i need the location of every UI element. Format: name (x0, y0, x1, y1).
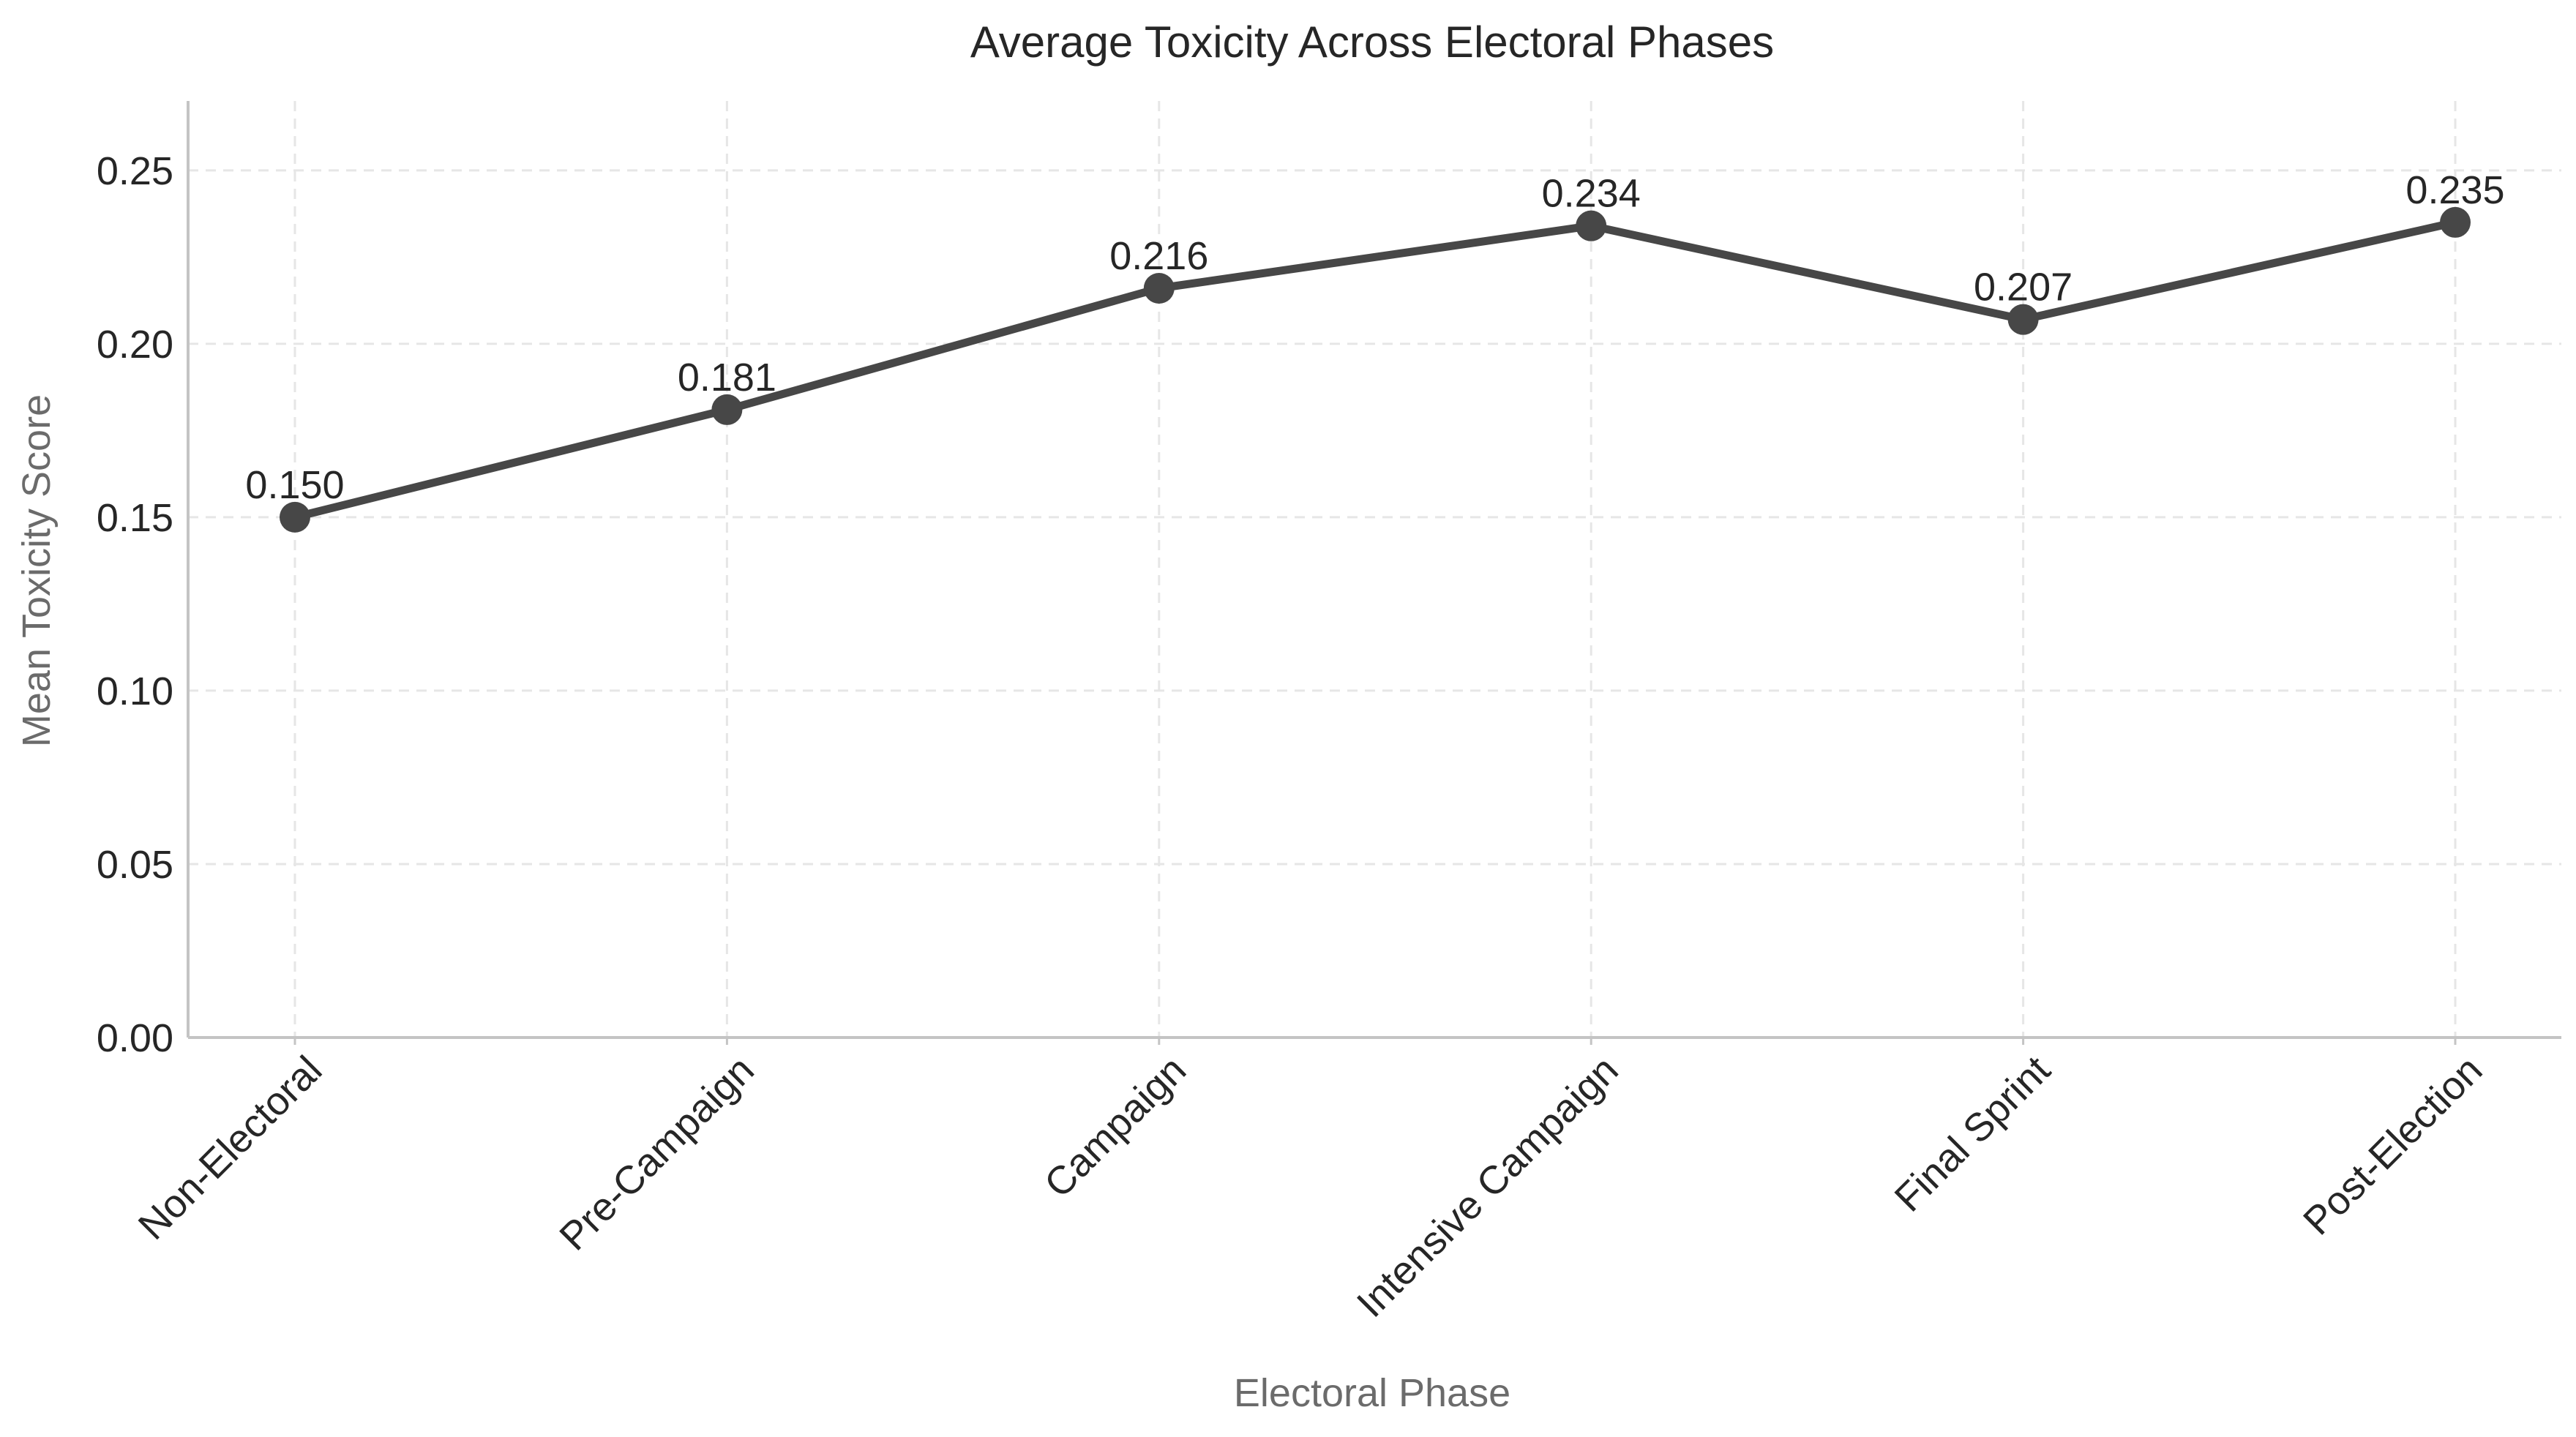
x-tick-label: Final Sprint (1887, 1048, 2059, 1220)
data-label: 0.181 (678, 356, 776, 399)
data-labels: 0.150 0.181 0.216 0.234 0.207 0.235 (245, 168, 2504, 507)
y-ticks: 0.00 0.05 0.10 0.15 0.20 0.25 (97, 149, 173, 1060)
y-tick-label: 0.15 (97, 496, 173, 540)
data-label: 0.216 (1109, 234, 1208, 278)
data-point (1143, 273, 1175, 304)
grid-layer (188, 101, 2561, 1038)
data-label: 0.150 (245, 463, 344, 507)
y-tick-label: 0.20 (97, 323, 173, 367)
data-point (1576, 210, 1607, 241)
x-tick-label: Campaign (1036, 1048, 1194, 1206)
data-point (2007, 304, 2039, 335)
data-label: 0.207 (1974, 266, 2073, 309)
series-line (291, 218, 2460, 522)
x-tick-label: Post-Election (2295, 1048, 2490, 1243)
y-tick-label: 0.05 (97, 843, 173, 887)
x-tick-label: Non-Electoral (130, 1048, 331, 1248)
data-point (2440, 206, 2471, 238)
x-ticks: Non-Electoral Pre-Campaign Campaign Intensi… (130, 1038, 2490, 1326)
series-layer (280, 206, 2471, 533)
data-label: 0.234 (1542, 172, 1641, 216)
x-tick-label: Pre-Campaign (551, 1048, 763, 1259)
data-point (280, 501, 310, 533)
data-label: 0.235 (2405, 168, 2504, 212)
data-point (711, 394, 743, 425)
axes-layer (187, 101, 2561, 1039)
chart-title: Average Toxicity Across Electoral Phases (970, 18, 1774, 67)
y-tick-label: 0.25 (97, 149, 173, 193)
y-tick-label: 0.10 (97, 669, 173, 713)
y-tick-label: 0.00 (97, 1016, 173, 1060)
x-axis-title: Electoral Phase (1234, 1371, 1510, 1415)
y-axis-title: Mean Toxicity Score (15, 394, 59, 747)
x-tick-label: Intensive Campaign (1349, 1048, 1627, 1326)
